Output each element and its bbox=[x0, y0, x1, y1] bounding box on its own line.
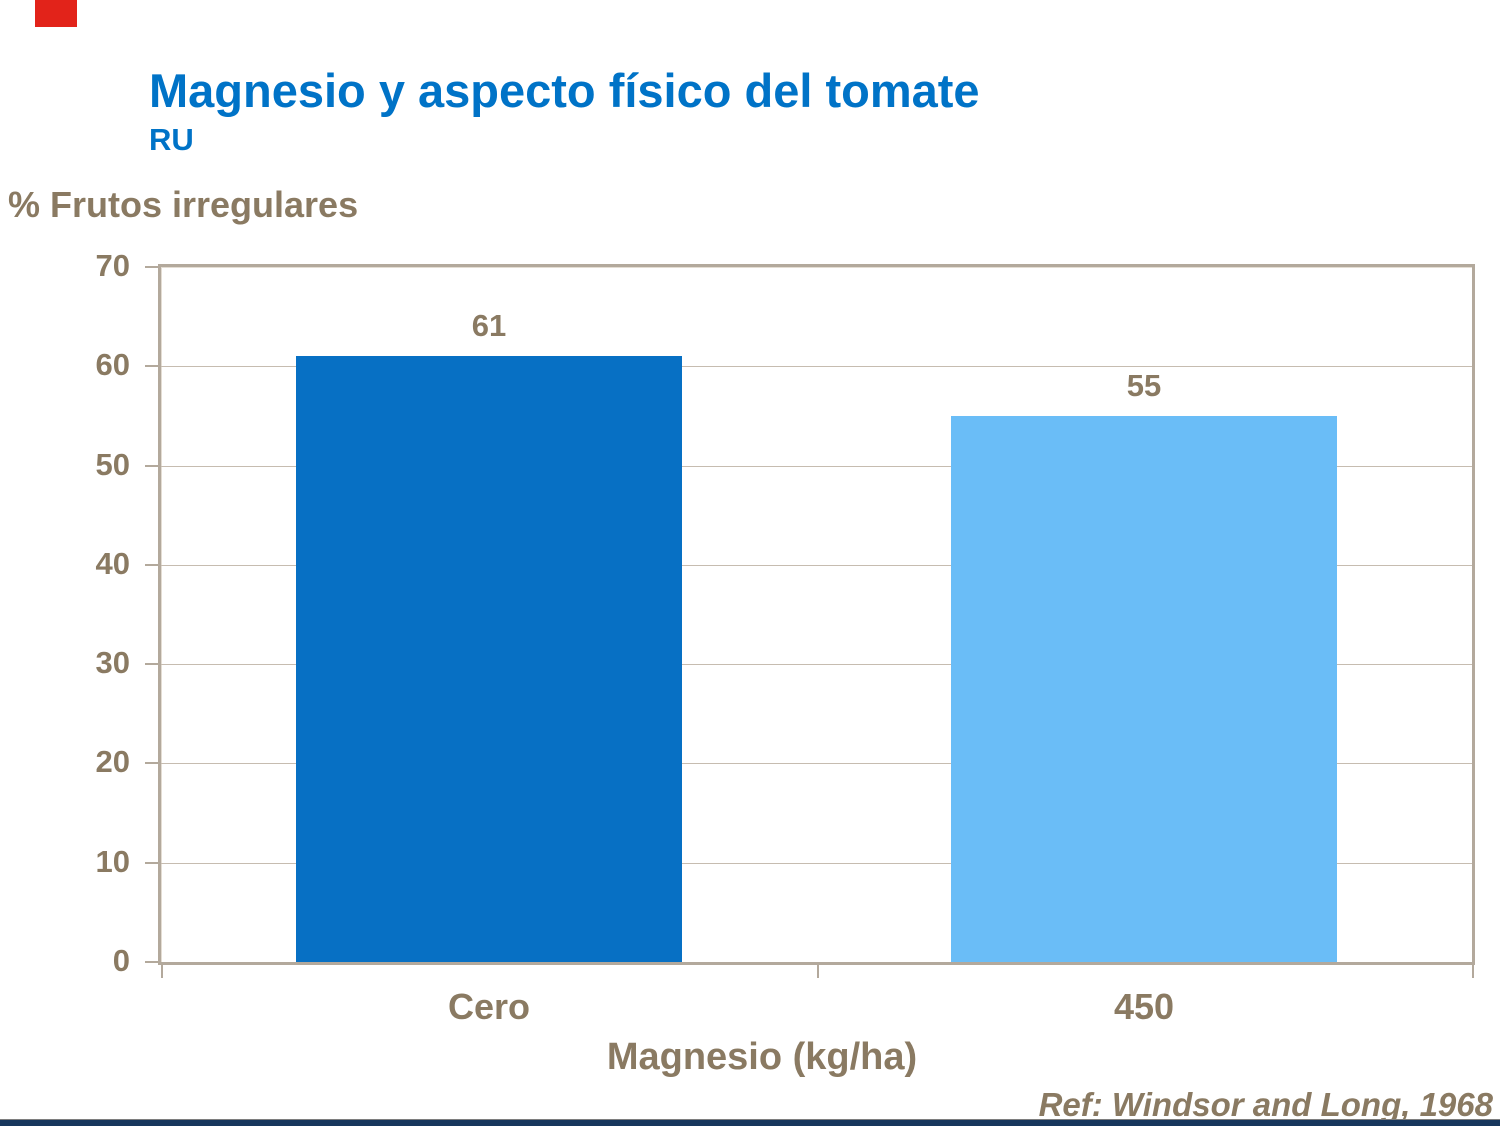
slide-title: Magnesio y aspecto físico del tomate bbox=[149, 64, 980, 117]
gridline-30 bbox=[161, 664, 1472, 665]
bar-value-label-450: 55 bbox=[1126, 368, 1162, 403]
chart-plot-area: 61 55 bbox=[158, 264, 1475, 965]
logo-red-mark bbox=[35, 0, 77, 27]
y-tick-label-70: 70 bbox=[95, 248, 130, 283]
y-tick-label-10: 10 bbox=[95, 844, 130, 879]
y-tick-label-0: 0 bbox=[112, 943, 130, 978]
y-tick-mark-0 bbox=[145, 961, 158, 963]
bar-450 bbox=[951, 416, 1337, 962]
x-axis-tick-mark-1 bbox=[817, 965, 819, 978]
y-tick-label-20: 20 bbox=[95, 744, 130, 779]
x-tick-label-cero: Cero bbox=[447, 986, 531, 1027]
gridline-10 bbox=[161, 863, 1472, 864]
y-tick-label-30: 30 bbox=[95, 645, 130, 680]
y-axis-title: % Frutos irregulares bbox=[8, 184, 359, 225]
bar-cero bbox=[296, 356, 682, 962]
y-tick-mark-50 bbox=[145, 465, 158, 467]
gridline-20 bbox=[161, 763, 1472, 764]
x-tick-label-450: 450 bbox=[1113, 986, 1175, 1027]
y-tick-label-60: 60 bbox=[95, 347, 130, 382]
gridline-40 bbox=[161, 565, 1472, 566]
y-tick-mark-40 bbox=[145, 564, 158, 566]
y-tick-mark-10 bbox=[145, 862, 158, 864]
reference-note: Ref: Windsor and Long, 1968 bbox=[1038, 1086, 1493, 1123]
y-tick-label-50: 50 bbox=[95, 447, 130, 482]
slide-subtitle: RU bbox=[149, 122, 194, 157]
y-tick-label-40: 40 bbox=[95, 546, 130, 581]
y-tick-mark-30 bbox=[145, 663, 158, 665]
footer-bar bbox=[0, 1120, 1500, 1126]
x-axis-tick-mark-0 bbox=[161, 965, 163, 978]
x-axis-tick-mark-2 bbox=[1472, 965, 1474, 978]
gridline-50 bbox=[161, 466, 1472, 467]
y-tick-mark-20 bbox=[145, 762, 158, 764]
x-axis-title: Magnesio (kg/ha) bbox=[606, 1036, 918, 1078]
gridline-60 bbox=[161, 366, 1472, 367]
y-tick-mark-60 bbox=[145, 365, 158, 367]
y-tick-mark-70 bbox=[145, 266, 158, 268]
bar-value-label-cero: 61 bbox=[471, 308, 507, 343]
